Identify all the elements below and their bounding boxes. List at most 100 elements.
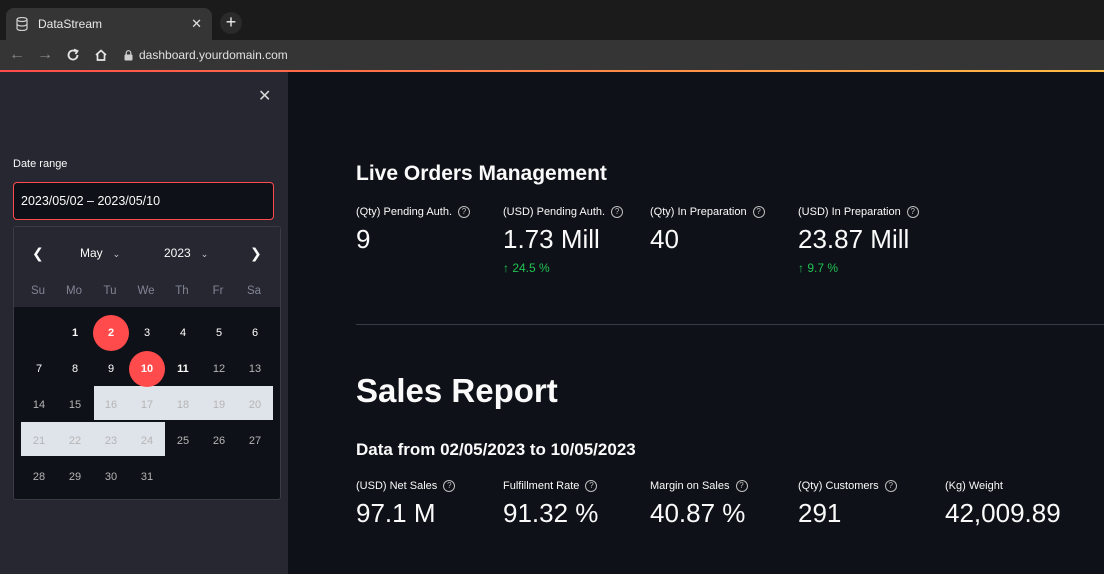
help-icon[interactable]: ? [585, 480, 598, 492]
weekday-label: Su [30, 285, 46, 297]
calendar-day[interactable]: 12 [212, 363, 226, 375]
metric-delta: ↑ 9.7 % [798, 261, 839, 275]
calendar-day[interactable]: 18 [176, 399, 190, 411]
metric-label: (USD) In Preparation [798, 206, 901, 218]
chevron-down-icon: ⌄ [112, 249, 121, 259]
calendar-day[interactable]: 30 [104, 471, 118, 483]
calendar-day[interactable]: 23 [104, 435, 118, 447]
calendar-day[interactable]: 19 [212, 399, 226, 411]
metric-qty-in-preparation: (Qty) In Preparation? 40 [650, 206, 765, 255]
calendar-day[interactable]: 1 [71, 327, 79, 339]
metric-label: (USD) Net Sales [356, 480, 438, 492]
year-value: 2023 [164, 246, 191, 260]
tab-close-icon[interactable]: ✕ [191, 16, 202, 31]
help-icon[interactable]: ? [884, 480, 897, 492]
calendar-day[interactable]: 14 [32, 399, 46, 411]
main-content: Live Orders Management (Qty) Pending Aut… [288, 72, 1104, 574]
sales-report-subtitle: Data from 02/05/2023 to 10/05/2023 [356, 440, 636, 459]
metric-fulfillment-rate: Fulfillment Rate? 91.32 % [503, 480, 598, 529]
help-icon[interactable]: ? [906, 206, 919, 218]
lock-icon [124, 49, 133, 60]
metric-label: (Qty) In Preparation [650, 206, 747, 218]
calendar-day[interactable]: 25 [176, 435, 190, 447]
selected-range-band [94, 386, 273, 420]
metric-value: 42,009.89 [945, 498, 1061, 528]
metric-label: (USD) Pending Auth. [503, 206, 606, 218]
calendar-day[interactable]: 31 [140, 471, 154, 483]
url-text: dashboard.yourdomain.com [139, 48, 288, 62]
weekday-label: We [137, 285, 155, 297]
back-arrow-icon[interactable]: ← [9, 46, 25, 63]
next-month-chevron-icon[interactable]: ❯ [250, 245, 262, 261]
calendar-day[interactable]: 20 [248, 399, 262, 411]
sidebar: ✕ Date range 2023/05/02 – 2023/05/10 ❮ M… [0, 72, 288, 574]
metric-value: 40.87 % [650, 498, 746, 528]
weekday-label: Mo [66, 285, 82, 297]
calendar-day[interactable]: 11 [177, 363, 189, 375]
url-field[interactable]: dashboard.yourdomain.com [124, 48, 288, 62]
calendar-day[interactable]: 4 [179, 327, 187, 339]
year-select[interactable]: 2023 ⌄ [164, 246, 208, 260]
calendar-days-grid: 1 2 3 4 5 6 7 8 9 10 11 12 13 14 15 16 17 18 19 20 21 22 23 24 2… [21, 315, 277, 495]
metric-value: 40 [650, 224, 679, 254]
calendar-day[interactable]: 28 [32, 471, 46, 483]
calendar-day[interactable]: 8 [71, 363, 79, 375]
metric-qty-customers: (Qty) Customers? 291 [798, 480, 897, 529]
month-value: May [80, 246, 103, 260]
reload-icon[interactable] [62, 44, 84, 66]
forward-arrow-icon[interactable]: → [37, 46, 53, 63]
calendar-day[interactable]: 10 [129, 351, 165, 387]
month-select[interactable]: May ⌄ [80, 246, 120, 260]
calendar-day[interactable]: 13 [248, 363, 262, 375]
help-icon[interactable]: ? [458, 206, 470, 218]
metric-value: 23.87 Mill [798, 224, 910, 254]
calendar-day[interactable]: 5 [215, 327, 223, 339]
calendar-day[interactable]: 21 [32, 435, 46, 447]
calendar-day[interactable]: 3 [143, 327, 151, 339]
metric-label: Fulfillment Rate [503, 480, 580, 492]
calendar-day[interactable]: 2 [93, 315, 129, 351]
calendar-day[interactable]: 27 [248, 435, 262, 447]
selected-range-band [21, 422, 165, 456]
calendar-day[interactable]: 6 [251, 327, 259, 339]
calendar-day[interactable]: 26 [212, 435, 226, 447]
metric-value: 97.1 M [356, 498, 436, 528]
calendar-day[interactable]: 16 [104, 399, 118, 411]
calendar-day[interactable]: 15 [68, 399, 82, 411]
help-icon[interactable]: ? [735, 480, 748, 492]
calendar-day[interactable]: 24 [140, 435, 154, 447]
metric-margin-on-sales: Margin on Sales? 40.87 % [650, 480, 748, 529]
previous-month-chevron-icon[interactable]: ❮ [32, 245, 44, 261]
calendar-day[interactable]: 9 [107, 363, 115, 375]
metric-label: (Qty) Pending Auth. [356, 206, 452, 218]
help-icon[interactable]: ? [443, 480, 456, 492]
metric-value: 9 [356, 224, 371, 254]
home-icon[interactable] [90, 44, 112, 66]
date-range-input[interactable]: 2023/05/02 – 2023/05/10 [13, 182, 274, 220]
weekday-label: Tu [103, 285, 117, 297]
metric-delta: ↑ 24.5 % [503, 261, 550, 275]
weekday-label: Th [175, 285, 189, 297]
calendar-day[interactable]: 7 [35, 363, 43, 375]
metric-qty-pending-auth: (Qty) Pending Auth.? 9 [356, 206, 470, 255]
calendar-day[interactable]: 29 [68, 471, 82, 483]
address-bar: ← → dashboard.yourdomain.com [0, 40, 1104, 70]
weekday-header-row: Su Mo Tu We Th Fr Sa [20, 285, 272, 297]
calendar-header [14, 227, 280, 307]
calendar-day[interactable]: 17 [140, 399, 154, 411]
page-loading-bar [0, 70, 1104, 72]
weekday-label: Sa [246, 285, 262, 297]
sidebar-close-icon[interactable]: ✕ [258, 88, 272, 105]
metric-value: 91.32 % [503, 498, 599, 528]
help-icon[interactable]: ? [752, 206, 765, 218]
sales-report-title: Sales Report [356, 372, 558, 409]
metric-value: 1.73 Mill [503, 224, 600, 254]
help-icon[interactable]: ? [611, 206, 624, 218]
metric-label: (Qty) Customers [798, 480, 879, 492]
browser-tab-bar: DataStream ✕ + [0, 0, 1104, 40]
new-tab-button[interactable]: + [220, 12, 242, 34]
metric-usd-in-preparation: (USD) In Preparation? 23.87 Mill ↑ 9.7 % [798, 206, 919, 275]
calendar-day[interactable]: 22 [68, 435, 82, 447]
live-orders-title: Live Orders Management [356, 162, 607, 185]
browser-tab[interactable]: DataStream ✕ [6, 8, 212, 40]
